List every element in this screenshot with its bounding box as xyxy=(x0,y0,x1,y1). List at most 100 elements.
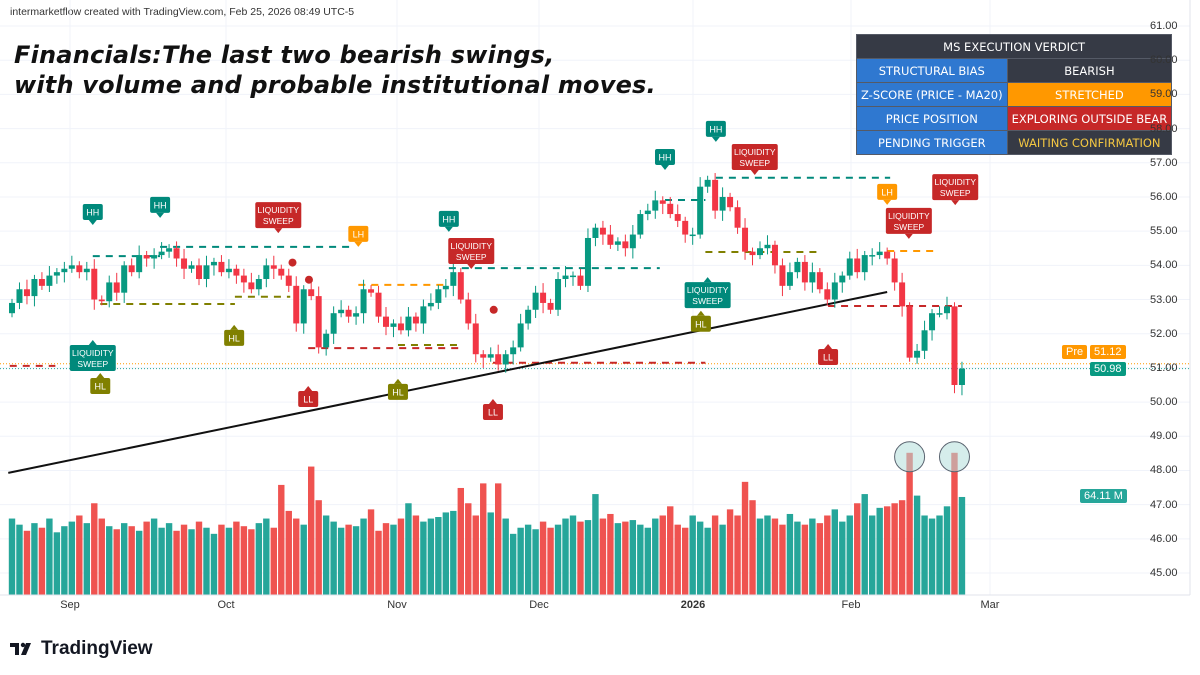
reference-lines xyxy=(0,363,1190,370)
candle-body xyxy=(659,200,666,204)
marker-label: LIQUIDITY xyxy=(734,147,776,157)
marker-label: LH xyxy=(353,229,365,239)
candle xyxy=(936,306,943,318)
marker-pointer xyxy=(951,200,960,206)
candle xyxy=(555,272,562,316)
candle-body xyxy=(712,179,719,211)
y-tick-label: 47.00 xyxy=(1150,498,1178,511)
candle-body xyxy=(944,306,950,314)
marker-pointer xyxy=(883,199,892,205)
candle xyxy=(622,234,629,257)
candle-body xyxy=(465,299,472,324)
brand-name: TradingView xyxy=(41,638,153,659)
volume-bar xyxy=(143,521,150,595)
y-tick-label: 53.00 xyxy=(1150,293,1178,306)
volume-bar xyxy=(741,481,749,595)
volume-bar xyxy=(861,494,868,595)
volume-bar xyxy=(345,524,352,595)
volume-bar xyxy=(23,530,31,595)
candle xyxy=(846,251,853,280)
verdict-value: WAITING CONFIRMATION xyxy=(1006,130,1173,155)
candle xyxy=(637,209,644,239)
candle-body xyxy=(719,196,726,211)
volume-bar xyxy=(771,518,779,595)
volume-bar xyxy=(532,529,539,595)
candle xyxy=(764,235,771,255)
trendline xyxy=(8,291,888,474)
volume-bar xyxy=(180,524,188,595)
volume-bar xyxy=(150,518,158,595)
candle-body xyxy=(128,265,135,273)
marker-label: SWEEP xyxy=(739,158,770,168)
candle-body xyxy=(734,207,741,228)
volume-bar xyxy=(824,515,831,595)
marker-hh: HH xyxy=(150,196,171,218)
volume-bar xyxy=(450,510,457,595)
volume-bar xyxy=(285,510,292,595)
verdict-table: MS EXECUTION VERDICT STRUCTURAL BIAS BEAR… xyxy=(855,34,1173,155)
tradingview-logo-icon xyxy=(10,642,31,655)
volume-bar xyxy=(839,521,846,595)
candle xyxy=(390,319,397,338)
candle-body xyxy=(151,255,158,259)
candle-body xyxy=(936,313,943,315)
candle xyxy=(659,196,666,215)
volume-bar xyxy=(121,523,128,595)
marker-pointer xyxy=(661,164,670,170)
volume-bar xyxy=(562,518,569,595)
candle xyxy=(487,347,494,362)
candle-body xyxy=(143,255,150,259)
candle xyxy=(921,320,928,360)
marker-pointer xyxy=(274,228,283,234)
candle-body xyxy=(809,272,816,283)
candle-body xyxy=(136,255,143,273)
volume-bar xyxy=(98,518,105,595)
volume-bar xyxy=(794,521,801,595)
candle xyxy=(712,173,719,219)
candle-body xyxy=(196,265,202,280)
marker-pointer xyxy=(750,169,759,175)
marker-box xyxy=(877,183,898,200)
marker-box xyxy=(438,210,459,227)
marker-pointer xyxy=(703,277,712,283)
y-tick-label: 45.00 xyxy=(1150,567,1178,580)
volume-bar xyxy=(158,527,165,595)
candle-body xyxy=(368,289,375,293)
candle xyxy=(278,264,285,280)
candle xyxy=(540,283,547,314)
candle xyxy=(263,258,270,288)
marker-label: LL xyxy=(303,395,313,405)
candle xyxy=(16,282,23,310)
candle-body xyxy=(353,313,360,317)
candle xyxy=(196,258,202,286)
volume-bar xyxy=(135,530,143,595)
volume-bar xyxy=(128,526,135,595)
candle-body xyxy=(824,289,831,300)
marker-hh: HH xyxy=(705,120,726,142)
candle xyxy=(704,175,711,193)
candle-body xyxy=(442,285,449,290)
volume-bar xyxy=(906,452,913,595)
candle xyxy=(869,248,876,266)
candle-body xyxy=(869,255,876,257)
candle xyxy=(584,228,591,292)
candle xyxy=(944,296,950,320)
candle xyxy=(607,224,614,249)
volume-bar xyxy=(248,529,255,595)
candle-body xyxy=(749,251,756,256)
candle-body xyxy=(599,227,606,235)
marker-box xyxy=(387,383,408,400)
marker-box xyxy=(818,348,839,365)
candle-body xyxy=(562,275,569,280)
candle-body xyxy=(517,323,524,348)
y-tick-label: 60.00 xyxy=(1150,54,1178,67)
y-tick-label: 52.00 xyxy=(1150,327,1178,340)
candle xyxy=(794,257,801,279)
volume-bar xyxy=(876,507,883,595)
tradingview-logo[interactable]: TradingView xyxy=(10,638,153,660)
candle xyxy=(854,248,861,279)
candle xyxy=(353,306,360,325)
candle xyxy=(91,259,98,310)
